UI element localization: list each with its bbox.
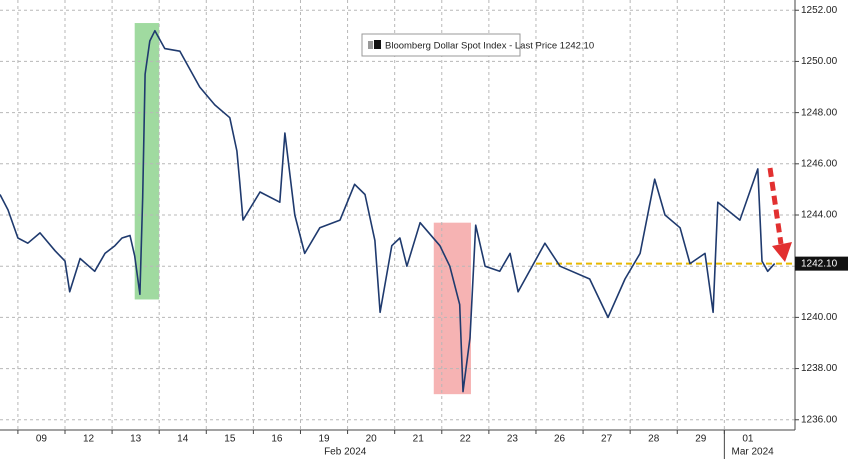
y-tick-label: 1238.00 xyxy=(801,363,838,374)
x-tick-label: 23 xyxy=(507,434,519,445)
annotation-arrow xyxy=(767,167,792,262)
x-tick-label: 28 xyxy=(648,434,660,445)
x-tick-label: 20 xyxy=(366,434,378,445)
y-tick-label: 1236.00 xyxy=(801,414,838,425)
x-tick-label: 13 xyxy=(130,434,142,445)
x-tick-label: 21 xyxy=(413,434,425,445)
legend-icon xyxy=(374,40,381,49)
x-tick-label: 19 xyxy=(318,434,330,445)
x-tick-label: 09 xyxy=(36,434,48,445)
x-tick-label: 27 xyxy=(601,434,613,445)
y-tick-label: 1248.00 xyxy=(801,107,838,118)
x-tick-label: 12 xyxy=(83,434,95,445)
y-tick-label: 1246.00 xyxy=(801,158,838,169)
x-group-label: Feb 2024 xyxy=(324,447,367,458)
legend: Bloomberg Dollar Spot Index - Last Price… xyxy=(361,33,594,57)
x-tick-label: 16 xyxy=(271,434,283,445)
highlight-region xyxy=(433,222,471,395)
legend-name: Bloomberg Dollar Spot Index - Last Price xyxy=(385,40,557,51)
x-tick-label: 14 xyxy=(177,434,189,445)
x-group-label: Mar 2024 xyxy=(731,447,774,458)
arrow-shaft xyxy=(767,167,784,245)
last-price-box xyxy=(795,256,848,271)
y-tick-label: 1252.00 xyxy=(801,5,838,16)
legend-icon xyxy=(368,41,373,49)
y-tick-label: 1250.00 xyxy=(801,56,838,67)
legend-price: 1242.10 xyxy=(560,40,594,51)
legend-label: Bloomberg Dollar Spot Index - Last Price… xyxy=(385,40,594,51)
x-tick-label: 01 xyxy=(742,434,754,445)
x-tick-label: 29 xyxy=(695,434,707,445)
y-tick-label: 1244.00 xyxy=(801,210,838,221)
highlight-region xyxy=(134,23,160,300)
arrow-head xyxy=(772,242,792,262)
y-tick-label: 1240.00 xyxy=(801,312,838,323)
x-tick-label: 26 xyxy=(554,434,566,445)
legend-box xyxy=(361,33,521,57)
x-tick-label: 15 xyxy=(224,434,236,445)
price-line xyxy=(0,29,776,393)
last-price-label: 1242.10 xyxy=(801,258,838,269)
x-tick-label: 22 xyxy=(460,434,472,445)
